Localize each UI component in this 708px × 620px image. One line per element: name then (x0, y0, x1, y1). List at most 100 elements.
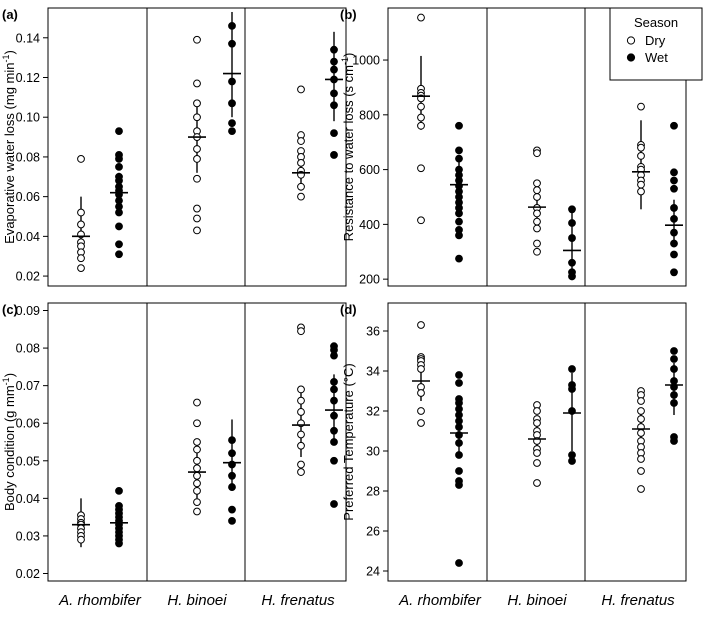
dry-point (77, 264, 85, 273)
dry-point (193, 479, 201, 488)
wet-point (670, 365, 678, 373)
dry-point (193, 226, 201, 235)
dry-point (77, 535, 85, 544)
dry-point (77, 254, 85, 263)
wet-point (455, 451, 463, 459)
wet-point (330, 426, 338, 435)
wet-point (330, 151, 338, 159)
dry-point (193, 174, 201, 183)
dry-point (193, 155, 201, 163)
dry-point (637, 429, 645, 437)
dry-point (297, 468, 305, 476)
wet-point (330, 438, 338, 446)
dry-point (533, 479, 541, 487)
dry-point (193, 145, 201, 153)
dry-point (297, 396, 305, 405)
dry-point (637, 415, 645, 423)
dry-point (297, 460, 305, 469)
dry-point (193, 398, 201, 407)
dry-point (297, 85, 305, 94)
wet-point (330, 101, 338, 110)
dry-point (193, 99, 201, 108)
wet-point (670, 204, 678, 212)
wet-point (670, 250, 678, 259)
dry-point (193, 471, 201, 480)
y-tick-label: 200 (359, 273, 380, 287)
wet-point (115, 539, 123, 548)
category-label: H. frenatus (261, 592, 335, 609)
y-tick-label: 26 (366, 525, 380, 539)
y-tick-label: 32 (366, 405, 380, 419)
wet-point (228, 516, 236, 525)
wet-point (670, 399, 678, 407)
y-tick-label: 36 (366, 325, 380, 339)
dry-point (193, 456, 201, 465)
y-tick-label: 0.14 (16, 31, 40, 45)
dry-point (637, 455, 645, 463)
wet-point (330, 500, 338, 508)
y-tick-label: 0.04 (16, 230, 40, 244)
y-tick-label: 600 (359, 163, 380, 177)
legend: Season Dry Wet (609, 7, 703, 81)
dry-point (533, 449, 541, 457)
dry-point (297, 430, 305, 439)
wet-point (228, 449, 236, 458)
dry-point (193, 438, 201, 446)
dry-point (417, 216, 425, 225)
wet-point (568, 219, 576, 227)
dry-point (193, 486, 201, 495)
panel-letter: (d) (340, 302, 357, 317)
wet-point (115, 486, 123, 495)
legend-marker-wet (626, 53, 636, 62)
dry-point (533, 217, 541, 226)
wet-point (228, 471, 236, 480)
dry-point (193, 79, 201, 88)
y-tick-label: 0.02 (16, 270, 40, 284)
wet-point (670, 437, 678, 445)
y-tick-label: 0.04 (16, 492, 40, 506)
plot-frame (47, 7, 347, 287)
dry-point (297, 158, 305, 167)
wet-point (568, 234, 576, 242)
y-axis-label: Resistance to water loss (s cm-1) (340, 53, 356, 242)
wet-point (670, 391, 678, 399)
wet-point (228, 21, 236, 30)
y-tick-label: 400 (359, 218, 380, 232)
wet-point (455, 217, 463, 226)
y-tick-label: 30 (366, 445, 380, 459)
wet-point (670, 184, 678, 193)
wet-point (330, 89, 338, 98)
category-label: A. rhombifer (58, 592, 142, 609)
y-tick-label: 0.06 (16, 190, 40, 204)
legend-entry-dry: Dry (645, 33, 666, 48)
dry-point (533, 179, 541, 188)
wet-point (228, 39, 236, 48)
wet-point (670, 176, 678, 185)
wet-point (115, 208, 123, 217)
dry-point (417, 102, 425, 111)
wet-point (670, 347, 678, 355)
dry-point (417, 365, 425, 373)
dry-point (193, 445, 201, 454)
dry-point (193, 419, 201, 428)
dry-point (637, 152, 645, 160)
dry-point (533, 186, 541, 195)
dry-point (533, 407, 541, 415)
wet-point (330, 45, 338, 54)
dry-point (533, 247, 541, 256)
wet-point (228, 483, 236, 491)
dry-point (297, 327, 305, 336)
wet-point (330, 377, 338, 386)
dry-point (637, 407, 645, 415)
wet-point (455, 467, 463, 475)
wet-point (455, 254, 463, 263)
wet-point (330, 456, 338, 465)
wet-point (455, 154, 463, 163)
wet-point (228, 77, 236, 86)
dry-point (637, 397, 645, 405)
y-tick-label: 24 (366, 565, 380, 579)
wet-point (455, 209, 463, 218)
wet-point (115, 222, 123, 231)
wet-point (455, 559, 463, 567)
